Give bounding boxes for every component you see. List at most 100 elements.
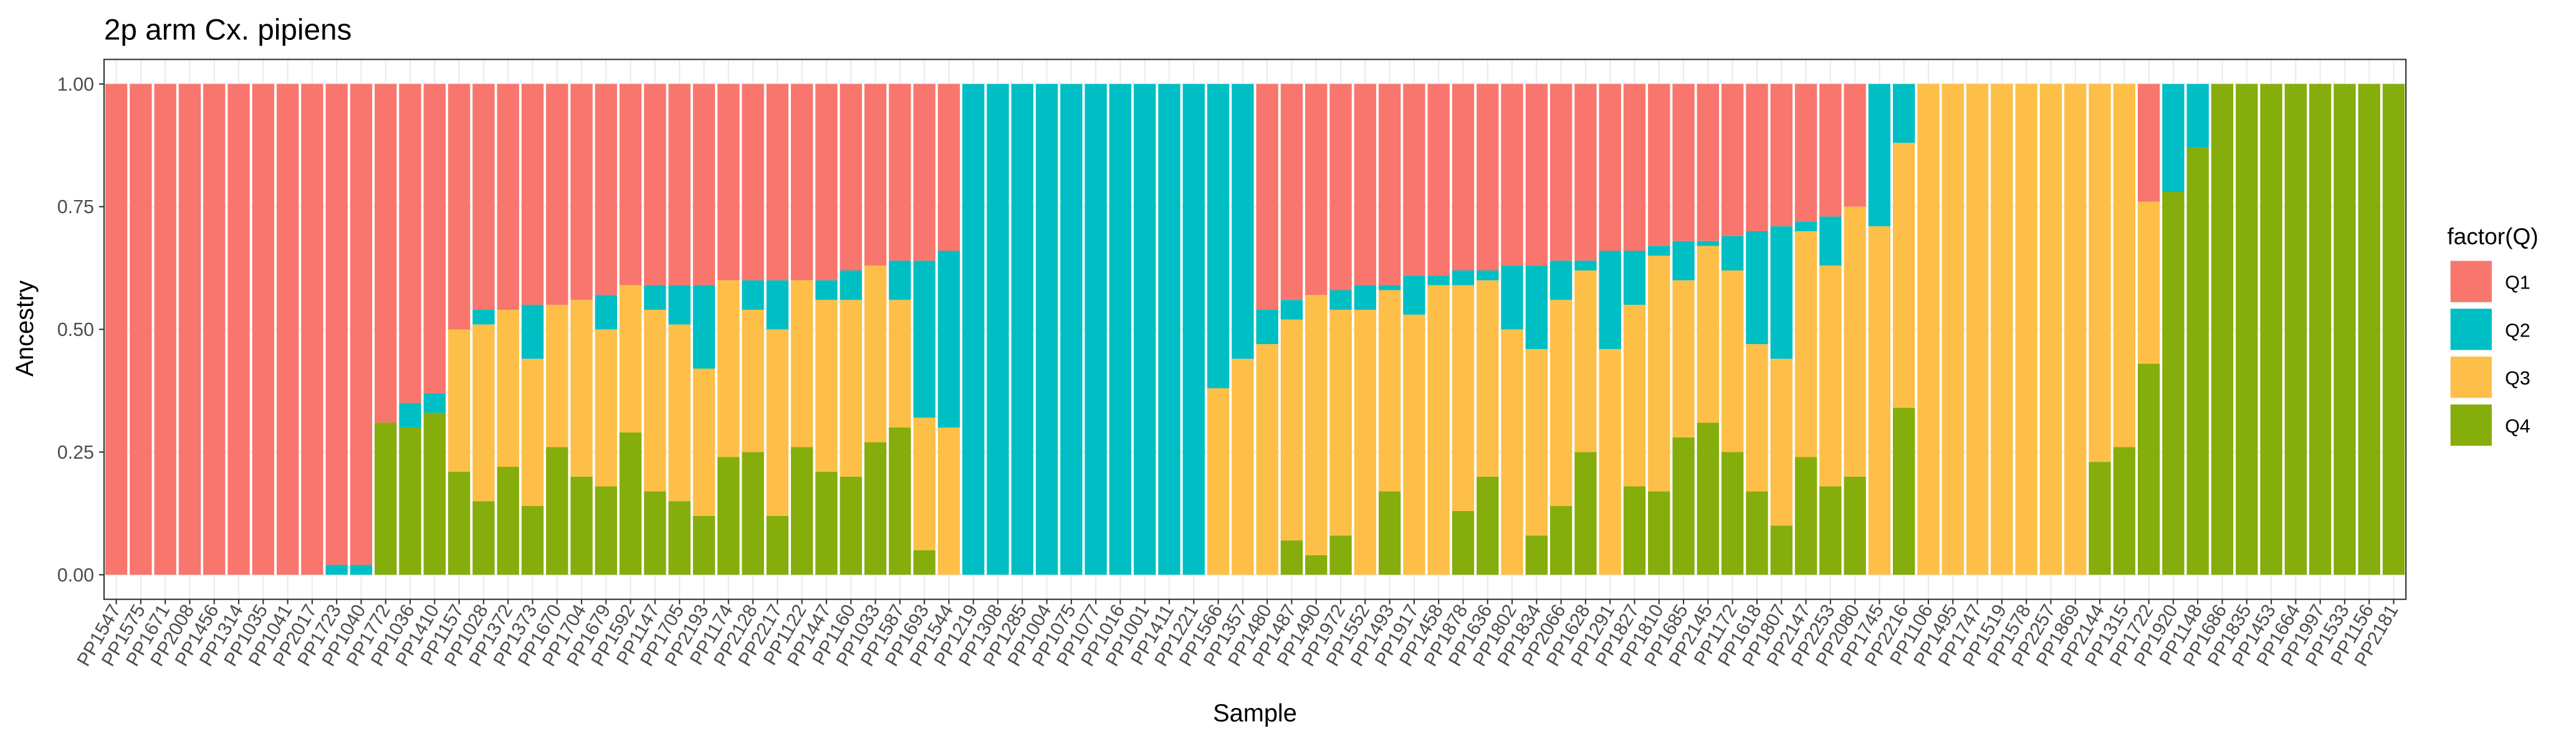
bar-segment [1452, 285, 1475, 511]
bar-segment [987, 84, 1009, 575]
bar-segment [1109, 84, 1132, 575]
bar-segment [644, 310, 666, 492]
bar-segment [276, 84, 299, 575]
bar-segment [1549, 260, 1573, 300]
bar-segment [1623, 84, 1646, 251]
bar-segment [1672, 280, 1695, 437]
legend-key [2450, 260, 2492, 302]
bar-segment [1844, 206, 1866, 477]
bar-segment [1501, 329, 1523, 575]
legend-key [2450, 356, 2492, 398]
bar-segment [546, 84, 568, 305]
bar-segment [448, 471, 471, 575]
bar-segment [2089, 462, 2111, 575]
bar-segment [1354, 310, 1376, 575]
bar-segment [399, 403, 421, 428]
bar-segment [619, 285, 642, 433]
bar-segment [521, 358, 544, 507]
bar-segment [766, 515, 789, 575]
bar-segment [1477, 476, 1499, 575]
bar-segment [1819, 265, 1842, 487]
bar-segment [1207, 388, 1230, 575]
bar-segment [2284, 84, 2307, 575]
bar-segment [937, 84, 960, 251]
legend-label: Q2 [2505, 320, 2531, 341]
bar-segment [1966, 84, 1989, 575]
bar-segment [423, 84, 446, 393]
bar-segment [1280, 319, 1303, 541]
bar-segment [521, 305, 544, 359]
legend-title: factor(Q) [2447, 223, 2538, 249]
bar-segment [1035, 84, 1058, 575]
bar-segment [2039, 84, 2062, 575]
bar-segment [1746, 231, 1768, 345]
bar-segment [570, 300, 593, 477]
bar-segment [815, 280, 838, 300]
bar-segment [840, 300, 862, 477]
bar-segment [448, 84, 471, 330]
bar-segment [840, 476, 862, 575]
bar-segment [840, 270, 862, 300]
bar-segment [840, 84, 862, 271]
legend-label: Q4 [2505, 416, 2531, 437]
bar-segment [692, 285, 716, 369]
bar-segment [2162, 84, 2185, 193]
bar-segment [1427, 275, 1450, 285]
bar-segment [1085, 84, 1107, 575]
legend-key [2450, 404, 2492, 446]
bar-segment [2113, 447, 2135, 575]
legend-label: Q3 [2505, 368, 2531, 389]
bar-segment [301, 84, 323, 575]
bar-segment [2309, 84, 2332, 575]
bar-segment [350, 565, 373, 575]
bar-segment [2137, 363, 2160, 575]
bar-segment [1672, 241, 1695, 280]
bar-segment [595, 295, 618, 330]
bar-segment [497, 467, 519, 575]
bar-segment [1525, 84, 1548, 266]
bar-segment [1477, 270, 1499, 280]
bar-segment [644, 491, 666, 575]
bar-segment [472, 310, 495, 325]
bar-segment [325, 565, 348, 575]
bar-segment [423, 413, 446, 575]
bar-segment [1549, 300, 1573, 507]
bar-segment [1477, 84, 1499, 271]
bar-segment [472, 501, 495, 575]
bar-segment [1794, 84, 1817, 222]
bar-segment [203, 84, 226, 575]
bar-segment [1794, 221, 1817, 232]
y-tick-label: 0.00 [57, 565, 94, 586]
bar-segment [1549, 506, 1573, 575]
bar-segment [889, 260, 911, 300]
bar-segment [1623, 251, 1646, 305]
bar-segment [1819, 486, 1842, 575]
plot-border [103, 59, 2407, 600]
bar-segment [1574, 270, 1597, 452]
bar-segment [1819, 216, 1842, 266]
bar-segment [742, 310, 764, 452]
bar-segment [595, 486, 618, 575]
bar-segment [962, 84, 985, 575]
bar-segment [1378, 290, 1401, 492]
bar-segment [2137, 201, 2160, 364]
chart-title: 2p arm Cx. pipiens [104, 14, 352, 47]
bar-segment [1672, 437, 1695, 575]
y-tick-label: 0.25 [57, 442, 94, 463]
bar-segment [1574, 260, 1597, 271]
bar-segment [595, 84, 618, 295]
bar-segment [1697, 246, 1720, 423]
bar-segment [717, 457, 740, 575]
bar-segment [889, 428, 911, 575]
bar-segment [375, 84, 397, 423]
y-tick-label: 0.75 [57, 196, 94, 217]
bar-segment [2334, 84, 2356, 575]
bar-segment [766, 329, 789, 516]
bar-segment [1868, 84, 1891, 227]
bar-segment [692, 515, 716, 575]
bar-segment [815, 84, 838, 280]
bar-segment [1452, 270, 1475, 285]
bar-segment [448, 329, 471, 472]
bar-segment [1354, 84, 1376, 285]
bar-segment [889, 84, 911, 261]
